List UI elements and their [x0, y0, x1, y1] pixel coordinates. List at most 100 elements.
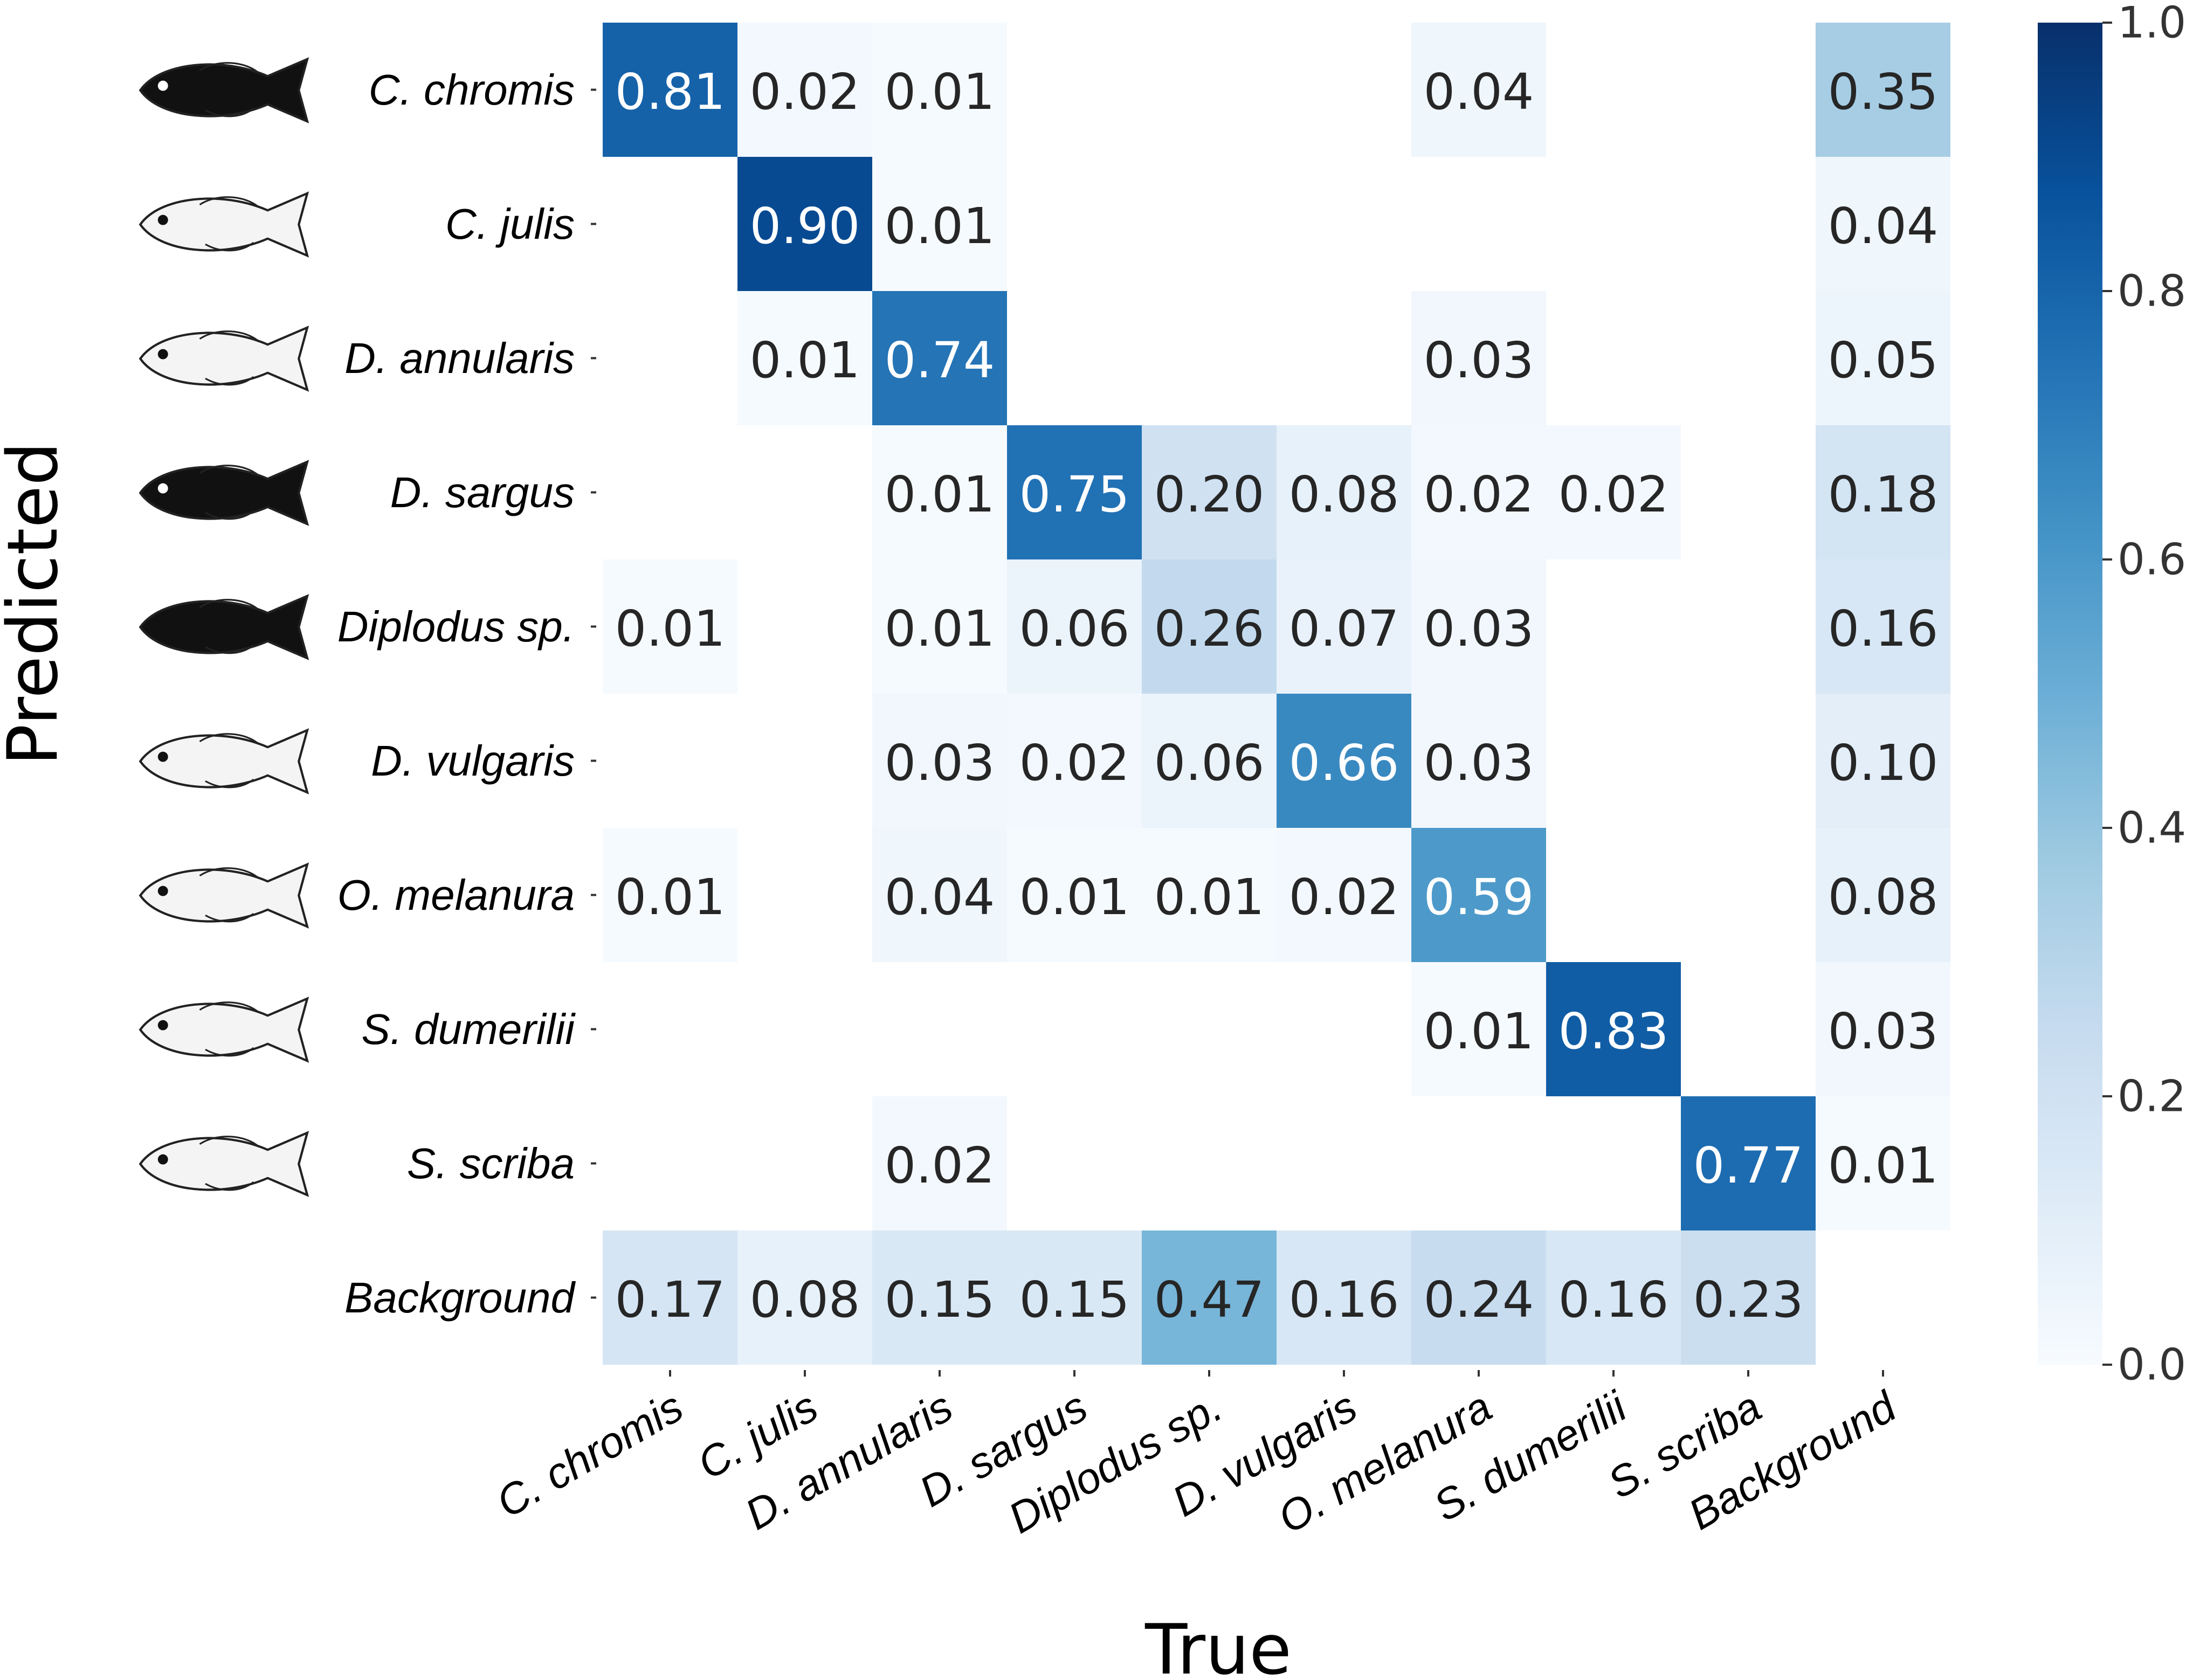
cell-value-label: 0.83 [1558, 1003, 1669, 1060]
heatmap-cell [1007, 694, 1142, 828]
heatmap-cell [1411, 425, 1546, 559]
cell-value-label: 0.35 [1828, 63, 1939, 121]
heatmap-cell [1007, 425, 1142, 559]
heatmap-cell [1007, 559, 1142, 694]
fish-drawing-icon [140, 999, 307, 1061]
heatmap-cell [1411, 828, 1546, 962]
heatmap-cell [1411, 694, 1546, 828]
cell-value-label: 0.06 [1019, 600, 1130, 658]
cell-value-label: 0.01 [1828, 1137, 1939, 1194]
cell-value-label: 0.02 [750, 63, 860, 121]
heatmap-cell [1142, 1230, 1277, 1365]
heatmap-cell [1816, 828, 1950, 962]
cell-value-label: 0.20 [1154, 466, 1265, 523]
colorbar-tick-label: 0.0 [2118, 1340, 2186, 1390]
colorbar-tick-label: 0.4 [2118, 803, 2186, 853]
cell-value-label: 0.01 [1154, 868, 1265, 926]
cell-value-label: 0.04 [1828, 197, 1939, 255]
heatmap-cell [737, 157, 872, 291]
heatmap-cell [872, 828, 1007, 962]
fish-drawing-icon [140, 1133, 307, 1195]
cell-value-label: 0.15 [1019, 1271, 1130, 1329]
heatmap-cell [1142, 694, 1277, 828]
cell-value-label: 0.02 [1558, 466, 1669, 523]
cell-value-label: 0.05 [1828, 331, 1939, 389]
cell-value-label: 0.17 [615, 1271, 726, 1329]
heatmap-cell [1277, 559, 1411, 694]
cell-value-label: 0.66 [1289, 734, 1399, 792]
cell-value-label: 0.24 [1424, 1271, 1534, 1329]
cell-value-label: 0.75 [1019, 466, 1130, 523]
heatmap-cell [1816, 23, 1950, 157]
x-tick-label: C. chromis [488, 1382, 691, 1527]
heatmap-cell [1277, 694, 1411, 828]
cell-value-label: 0.74 [885, 331, 995, 389]
heatmap-cell [737, 23, 872, 157]
y-tick-label: S. dumerilii [361, 1005, 576, 1053]
cell-value-label: 0.01 [1424, 1003, 1534, 1060]
cell-value-label: 0.10 [1828, 734, 1939, 792]
fish-drawing-icon [140, 193, 307, 256]
cell-value-label: 0.02 [1019, 734, 1130, 792]
cell-value-label: 0.06 [1154, 734, 1265, 792]
cell-value-label: 0.03 [1424, 600, 1534, 658]
y-tick-label: Background [344, 1274, 576, 1322]
heatmap-cell [1411, 291, 1546, 425]
heatmap-cell [1142, 559, 1277, 694]
cell-value-label: 0.01 [885, 197, 995, 255]
heatmap-cell [1007, 1230, 1142, 1365]
fish-drawing-icon [140, 328, 307, 390]
heatmap-cell [1277, 828, 1411, 962]
heatmap-cell [1681, 1230, 1816, 1365]
cell-value-label: 0.08 [1828, 868, 1939, 926]
heatmap-cell [737, 291, 872, 425]
heatmap-cell [1142, 828, 1277, 962]
heatmap-cell [872, 694, 1007, 828]
fish-drawing-icon [140, 59, 307, 122]
heatmap-cell [1681, 1096, 1816, 1230]
heatmap-cell [1816, 291, 1950, 425]
heatmap-cell [1816, 425, 1950, 559]
cell-value-label: 0.04 [1424, 63, 1534, 121]
cell-value-label: 0.90 [750, 197, 860, 255]
fish-silhouette-icon [140, 596, 307, 659]
cell-value-label: 0.03 [1424, 734, 1534, 792]
heatmap-cell [603, 559, 737, 694]
x-axis-title: True [1144, 1610, 1292, 1680]
heatmap-cell [1142, 425, 1277, 559]
heatmap-cell [1816, 559, 1950, 694]
colorbar-tick-label: 0.8 [2118, 266, 2186, 316]
fish-drawing-icon [140, 462, 307, 524]
cell-value-label: 0.81 [615, 63, 726, 121]
cell-value-label: 0.01 [615, 868, 726, 926]
heatmap-cell [1816, 157, 1950, 291]
heatmap-cell [1277, 1230, 1411, 1365]
cell-value-label: 0.16 [1289, 1271, 1399, 1329]
cell-value-label: 0.02 [885, 1137, 995, 1194]
cell-value-label: 0.77 [1693, 1137, 1804, 1194]
heatmap-cell [1411, 962, 1546, 1096]
cell-value-label: 0.01 [615, 600, 726, 658]
fish-drawing-icon [140, 865, 307, 927]
heatmap-cell [1411, 23, 1546, 157]
heatmap-cell [872, 157, 1007, 291]
y-tick-label: Diplodus sp. [337, 603, 575, 651]
cell-value-label: 0.15 [885, 1271, 995, 1329]
cell-value-label: 0.59 [1424, 868, 1534, 926]
colorbar-gradient [2038, 23, 2102, 1365]
colorbar-tick-label: 0.6 [2118, 535, 2186, 585]
heatmap-cell [872, 1230, 1007, 1365]
row-icons [140, 59, 307, 1195]
heatmap-cell [1546, 1230, 1681, 1365]
cell-value-label: 0.02 [1424, 466, 1534, 523]
cell-value-label: 0.01 [1019, 868, 1130, 926]
cell-value-label: 0.07 [1289, 600, 1399, 658]
heatmap-cell [872, 559, 1007, 694]
colorbar-tick-label: 1.0 [2118, 0, 2186, 48]
colorbar-tick-label: 0.2 [2118, 1071, 2186, 1122]
cell-value-label: 0.23 [1693, 1271, 1804, 1329]
cell-value-label: 0.26 [1154, 600, 1265, 658]
y-tick-label: D. sargus [390, 468, 575, 516]
heatmap-cell [1546, 962, 1681, 1096]
heatmap-cell [603, 828, 737, 962]
